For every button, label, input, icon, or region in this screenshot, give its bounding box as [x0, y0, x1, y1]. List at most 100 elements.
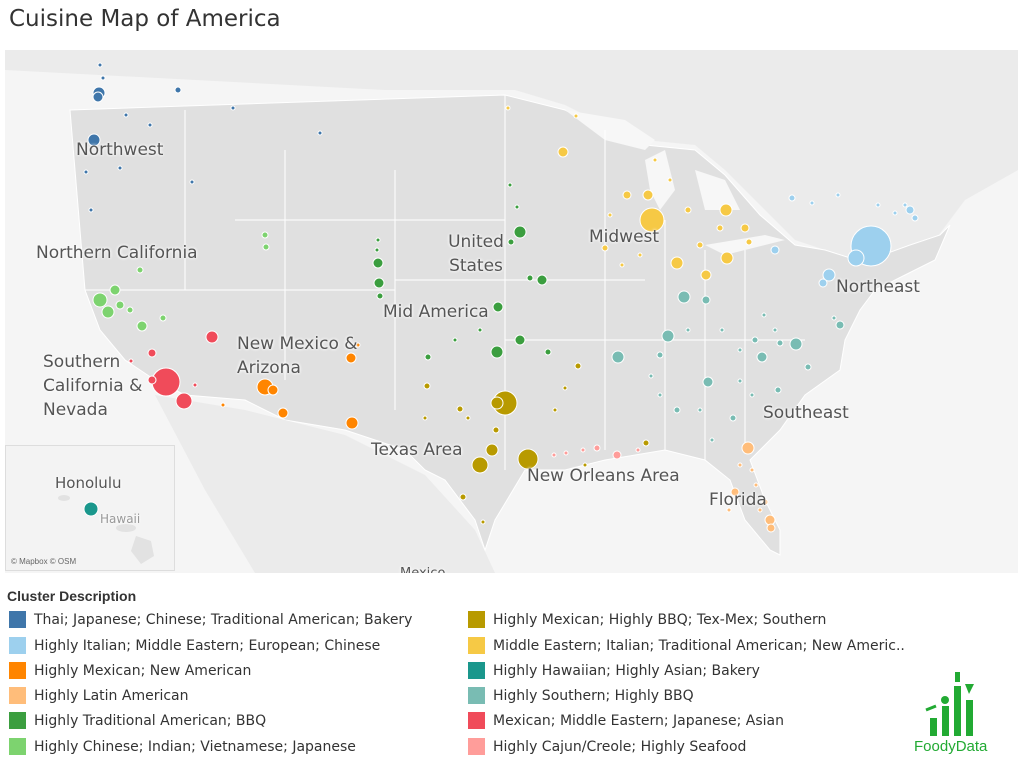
- cluster-bubble[interactable]: [477, 327, 483, 333]
- cluster-bubble[interactable]: [656, 351, 664, 359]
- cluster-bubble[interactable]: [776, 339, 784, 347]
- cluster-bubble[interactable]: [719, 203, 733, 217]
- cluster-bubble[interactable]: [562, 385, 568, 391]
- cluster-bubble[interactable]: [574, 362, 582, 370]
- cluster-bubble[interactable]: [875, 202, 881, 208]
- cluster-bubble[interactable]: [189, 179, 195, 185]
- cluster-bubble[interactable]: [505, 105, 511, 111]
- hawaii-inset-map[interactable]: Honolulu Hawaii © Mapbox © OSM: [5, 445, 175, 571]
- cluster-bubble[interactable]: [751, 336, 759, 344]
- cluster-bubble[interactable]: [452, 337, 458, 343]
- cluster-bubble[interactable]: [551, 452, 557, 458]
- cluster-bubble[interactable]: [697, 407, 703, 413]
- cluster-bubble[interactable]: [789, 337, 803, 351]
- cluster-bubble[interactable]: [757, 507, 763, 513]
- cluster-bubble[interactable]: [147, 122, 153, 128]
- cluster-bubble[interactable]: [580, 447, 586, 453]
- cluster-bubble[interactable]: [192, 382, 198, 388]
- cluster-bubble[interactable]: [136, 266, 144, 274]
- cluster-bubble[interactable]: [661, 329, 675, 343]
- cluster-bubble[interactable]: [92, 292, 108, 308]
- cluster-bubble[interactable]: [772, 327, 778, 333]
- cluster-bubble[interactable]: [709, 437, 715, 443]
- cluster-bubble[interactable]: [685, 327, 691, 333]
- cluster-bubble[interactable]: [517, 448, 539, 470]
- cluster-bubble[interactable]: [740, 223, 750, 233]
- cluster-bubble[interactable]: [726, 507, 732, 513]
- cluster-bubble[interactable]: [151, 367, 181, 397]
- cluster-bubble[interactable]: [526, 274, 534, 282]
- cluster-bubble[interactable]: [117, 165, 123, 171]
- cluster-bubble[interactable]: [818, 278, 828, 288]
- cluster-bubble[interactable]: [788, 194, 796, 202]
- legend-item[interactable]: Mexican; Middle Eastern; Japanese; Asian: [468, 712, 784, 729]
- cluster-bubble[interactable]: [911, 214, 919, 222]
- cluster-bubble[interactable]: [465, 415, 471, 421]
- cluster-bubble[interactable]: [756, 351, 768, 363]
- cluster-bubble[interactable]: [100, 75, 106, 81]
- cluster-bubble[interactable]: [513, 225, 527, 239]
- cluster-bubble[interactable]: [374, 247, 380, 253]
- cluster-bubble[interactable]: [593, 444, 601, 452]
- cluster-bubble[interactable]: [774, 386, 782, 394]
- cluster-bubble[interactable]: [892, 210, 898, 216]
- cluster-bubble[interactable]: [719, 327, 725, 333]
- cluster-bubble[interactable]: [764, 514, 776, 526]
- cluster-bubble[interactable]: [376, 292, 384, 300]
- cluster-bubble[interactable]: [423, 382, 431, 390]
- cluster-bubble[interactable]: [612, 450, 622, 460]
- cluster-bubble[interactable]: [700, 269, 712, 281]
- cluster-bubble[interactable]: [490, 345, 504, 359]
- cluster-bubble[interactable]: [601, 244, 609, 252]
- legend-item[interactable]: Highly Traditional American; BBQ: [9, 712, 266, 729]
- legend-item[interactable]: Highly Italian; Middle Eastern; European…: [9, 637, 380, 654]
- cluster-bubble[interactable]: [611, 350, 625, 364]
- cluster-bubble[interactable]: [831, 315, 837, 321]
- cluster-bubble[interactable]: [492, 426, 500, 434]
- cluster-bubble[interactable]: [492, 301, 504, 313]
- cluster-bubble[interactable]: [809, 200, 815, 206]
- cluster-bubble[interactable]: [267, 384, 279, 396]
- cluster-bubble[interactable]: [126, 306, 134, 314]
- map-attribution[interactable]: © Mapbox © OSM: [11, 557, 77, 566]
- cluster-bubble[interactable]: [684, 206, 692, 214]
- cluster-bubble[interactable]: [375, 237, 381, 243]
- legend-item[interactable]: Highly Mexican; Highly BBQ; Tex-Mex; Sou…: [468, 611, 826, 628]
- cluster-bubble[interactable]: [230, 105, 236, 111]
- cluster-bubble[interactable]: [639, 207, 665, 233]
- cluster-bubble[interactable]: [737, 347, 743, 353]
- cluster-bubble[interactable]: [902, 202, 908, 208]
- cluster-bubble[interactable]: [761, 498, 769, 506]
- cluster-bubble[interactable]: [761, 312, 767, 318]
- cluster-bubble[interactable]: [835, 320, 845, 330]
- cluster-bubble[interactable]: [147, 375, 157, 385]
- cluster-bubble[interactable]: [745, 238, 753, 246]
- legend-item[interactable]: Highly Southern; Highly BBQ: [468, 687, 694, 704]
- cluster-bubble[interactable]: [97, 62, 103, 68]
- cluster-bubble[interactable]: [737, 378, 743, 384]
- cluster-bubble[interactable]: [720, 251, 734, 265]
- cluster-bubble[interactable]: [544, 348, 552, 356]
- cluster-bubble[interactable]: [652, 157, 658, 163]
- cluster-bubble[interactable]: [737, 462, 743, 468]
- cluster-bubble[interactable]: [673, 406, 681, 414]
- cluster-bubble[interactable]: [480, 519, 486, 525]
- cluster-bubble[interactable]: [424, 353, 432, 361]
- cluster-bubble[interactable]: [667, 177, 673, 183]
- cluster-bubble[interactable]: [372, 257, 384, 269]
- cluster-bubble[interactable]: [749, 467, 755, 473]
- cluster-bubble[interactable]: [317, 130, 323, 136]
- cluster-bubble[interactable]: [459, 493, 467, 501]
- cluster-bubble[interactable]: [345, 352, 357, 364]
- cluster-bubble[interactable]: [635, 447, 641, 453]
- legend-item[interactable]: Highly Cajun/Creole; Highly Seafood: [468, 738, 746, 755]
- cluster-bubble[interactable]: [622, 190, 632, 200]
- legend-item[interactable]: Highly Mexican; New American: [9, 662, 251, 679]
- cluster-bubble[interactable]: [552, 407, 558, 413]
- cluster-bubble[interactable]: [175, 392, 193, 410]
- cluster-bubble[interactable]: [83, 169, 89, 175]
- cluster-bubble[interactable]: [573, 113, 579, 119]
- cluster-bubble[interactable]: [766, 523, 776, 533]
- cluster-bubble[interactable]: [109, 284, 121, 296]
- cluster-bubble[interactable]: [637, 252, 643, 258]
